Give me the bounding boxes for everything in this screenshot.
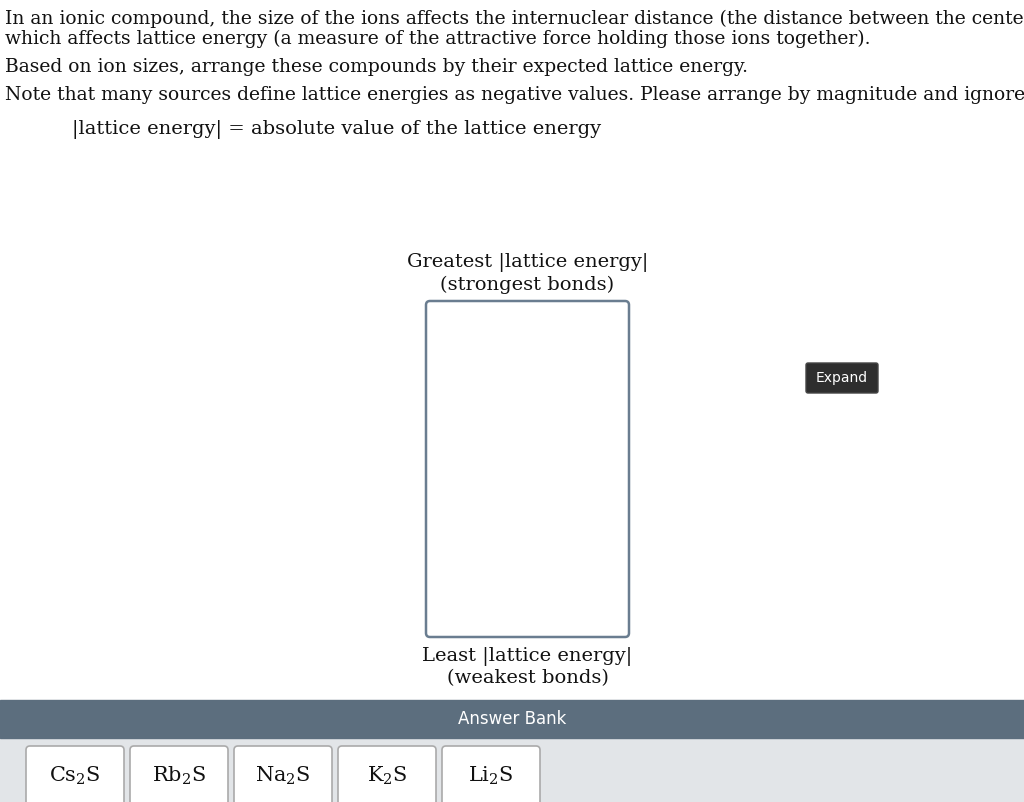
Text: Based on ion sizes, arrange these compounds by their expected lattice energy.: Based on ion sizes, arrange these compou… — [5, 58, 748, 76]
Text: Note that many sources define lattice energies as negative values. Please arrang: Note that many sources define lattice en… — [5, 86, 1024, 104]
Text: In an ionic compound, the size of the ions affects the internuclear distance (th: In an ionic compound, the size of the io… — [5, 10, 1024, 28]
FancyBboxPatch shape — [442, 746, 540, 802]
FancyBboxPatch shape — [26, 746, 124, 802]
Bar — [0, 738, 1024, 802]
Text: Greatest |lattice energy|: Greatest |lattice energy| — [407, 253, 648, 272]
Text: $\mathregular{Na_2S}$: $\mathregular{Na_2S}$ — [255, 765, 310, 787]
Text: (strongest bonds): (strongest bonds) — [440, 276, 614, 294]
FancyBboxPatch shape — [338, 746, 436, 802]
Text: $\mathregular{Rb_2S}$: $\mathregular{Rb_2S}$ — [153, 765, 206, 787]
FancyBboxPatch shape — [426, 301, 629, 637]
Text: Least |lattice energy|: Least |lattice energy| — [422, 647, 633, 666]
Text: Answer Bank: Answer Bank — [458, 710, 566, 728]
Bar — [0, 700, 1024, 738]
FancyBboxPatch shape — [234, 746, 332, 802]
Text: which affects lattice energy (a measure of the attractive force holding those io: which affects lattice energy (a measure … — [5, 30, 870, 48]
Text: $\mathregular{Li_2S}$: $\mathregular{Li_2S}$ — [468, 765, 514, 787]
FancyBboxPatch shape — [806, 363, 878, 393]
Text: |lattice energy| = absolute value of the lattice energy: |lattice energy| = absolute value of the… — [72, 120, 601, 139]
Text: Expand: Expand — [816, 371, 868, 385]
Text: (weakest bonds): (weakest bonds) — [446, 669, 608, 687]
Text: $\mathregular{Cs_2S}$: $\mathregular{Cs_2S}$ — [49, 765, 100, 787]
FancyBboxPatch shape — [130, 746, 228, 802]
Text: $\mathregular{K_2S}$: $\mathregular{K_2S}$ — [367, 765, 408, 787]
